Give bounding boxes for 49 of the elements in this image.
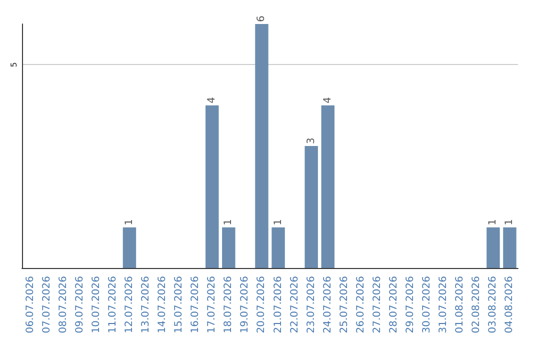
x-tick-label: 14.07.2026 <box>157 276 168 334</box>
x-tick-label: 11.07.2026 <box>107 276 118 334</box>
bar <box>122 227 136 268</box>
x-tick-label: 01.08.2026 <box>454 276 466 334</box>
x-tick-label: 15.07.2026 <box>174 276 185 334</box>
bar <box>272 227 285 268</box>
x-tick-label: 13.07.2026 <box>140 276 152 334</box>
x-tick-label: 07.07.2026 <box>41 276 52 334</box>
data-label: 1 <box>223 218 234 226</box>
x-tick-label: 31.07.2026 <box>438 276 450 334</box>
x-tick-label: 10.07.2026 <box>90 276 102 334</box>
x-tick-label: 28.07.2026 <box>388 276 400 334</box>
data-label: 3 <box>306 138 317 144</box>
x-tick-label: 17.07.2026 <box>206 276 218 334</box>
data-label: 1 <box>504 218 516 226</box>
x-tick-label: 12.07.2026 <box>124 276 135 334</box>
data-label: 4 <box>322 96 334 104</box>
x-tick-label: 04.08.2026 <box>504 276 516 334</box>
data-label: 1 <box>488 218 499 226</box>
bar <box>486 227 500 268</box>
x-tick-label: 30.07.2026 <box>422 276 433 334</box>
x-tick-label: 06.07.2026 <box>24 276 36 334</box>
bar <box>222 227 236 268</box>
x-tick-label: 23.07.2026 <box>306 276 317 334</box>
x-tick-label: 21.07.2026 <box>272 276 284 334</box>
data-label: 1 <box>124 218 135 226</box>
x-tick-label: 29.07.2026 <box>405 276 416 334</box>
x-tick-label: 27.07.2026 <box>372 276 383 334</box>
x-tick-label: 24.07.2026 <box>322 276 334 334</box>
x-tick-label: 20.07.2026 <box>256 276 268 334</box>
x-tick-label: 26.07.2026 <box>355 276 366 334</box>
bar <box>304 146 318 268</box>
x-tick-label: 09.07.2026 <box>74 276 86 334</box>
bar <box>206 105 219 268</box>
x-tick-label: 03.08.2026 <box>488 276 499 334</box>
x-tick-label: 16.07.2026 <box>190 276 202 334</box>
x-tick-label: 25.07.2026 <box>338 276 350 334</box>
bar <box>503 227 516 268</box>
bar <box>321 105 334 268</box>
x-tick-label: 02.08.2026 <box>471 276 482 334</box>
data-label: 1 <box>272 218 284 226</box>
bar <box>255 24 268 268</box>
data-label: 6 <box>256 16 268 22</box>
x-tick-label: 18.07.2026 <box>223 276 234 334</box>
x-tick-label: 19.07.2026 <box>240 276 251 334</box>
y-tick-label: 5 <box>10 62 18 68</box>
x-tick-label: 22.07.2026 <box>289 276 300 334</box>
x-tick-label: 08.07.2026 <box>58 276 69 334</box>
data-label: 4 <box>206 96 218 104</box>
